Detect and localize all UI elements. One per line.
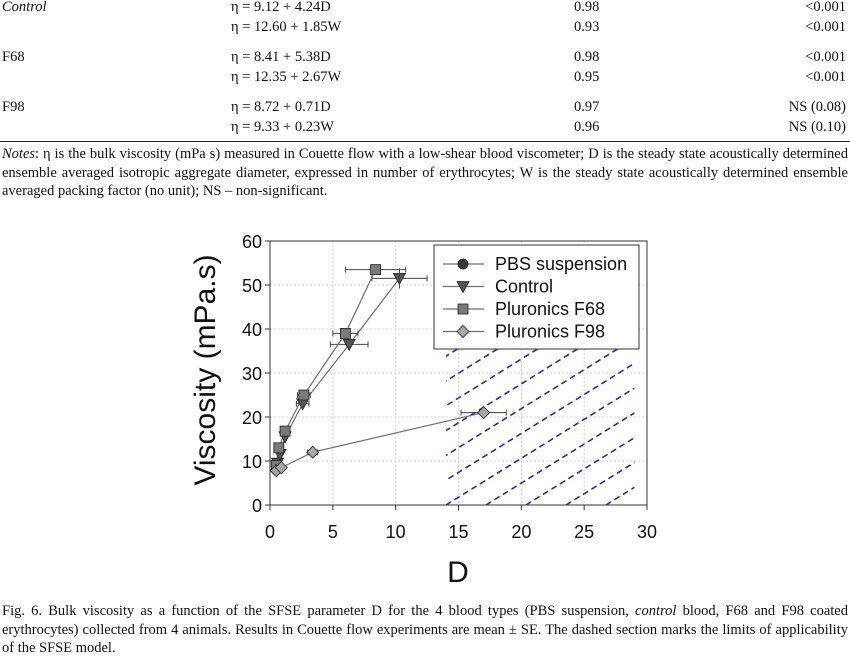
hatch-line [846,257,850,505]
legend-entry: PBS suspension [495,254,627,274]
row-r2: 0.93 [574,19,600,35]
table-row: η = 12.35 + 2.67W 0.95 <0.001 [0,66,850,88]
row-r2: 0.97 [574,99,600,115]
row-name: Control [2,0,47,15]
data-point [477,406,491,420]
table-bottom-rule [0,141,850,142]
row-p-value: <0.001 [805,69,846,85]
row-r2: 0.95 [574,69,600,85]
data-point [279,425,291,437]
row-p-value: <0.001 [805,19,846,35]
hatch-line [0,257,46,505]
row-r2: 0.96 [574,119,600,135]
viscosity-chart: 0 5 10 15 20 25 30 0 10 20 30 40 50 60 D Viscosity (mPa… [0,232,850,589]
hatch-line [686,257,850,505]
hatch-line [0,257,206,505]
legend-entry: Control [495,277,553,297]
row-r2: 0.98 [574,49,600,65]
table-row: F68 η = 8.41 + 5.38D 0.98 <0.001 [0,46,850,68]
caption-italic: control [635,603,677,619]
hatch-line [766,257,850,505]
data-point [370,264,381,276]
table-row: Control η = 9.12 + 4.24D 0.98 <0.001 [0,0,850,18]
data-point [273,442,285,454]
x-tick-label: 10 [386,522,406,542]
y-tick-label: 30 [242,364,262,384]
caption-tail: blood, F68 and F98 coated erythrocytes) … [2,603,848,656]
x-tick-label: 25 [574,522,594,542]
legend-entry: Pluronics F98 [495,322,605,342]
data-point [339,327,351,339]
row-equation: η = 8.41 + 5.38D [231,49,331,65]
hatch-line [445,362,635,482]
row-p-value: <0.001 [805,49,846,65]
x-tick-label: 0 [265,522,275,542]
legend-entry: Pluronics F68 [495,299,605,319]
legend-marker [456,281,470,294]
y-tick-label: 50 [242,276,262,296]
y-axis-title: Viscosity (mPa.s) [189,254,222,485]
row-equation: η = 12.35 + 2.67W [231,69,342,85]
x-tick-label: 5 [328,522,338,542]
row-p-value: <0.001 [805,0,846,15]
x-axis-title: D [447,556,469,589]
row-p-value: NS (0.10) [788,119,846,135]
data-point [342,338,356,352]
row-equation: η = 12.60 + 1.85W [231,19,342,35]
hatch-line [0,257,166,505]
x-tick-label: 30 [637,522,657,542]
y-tick-label: 20 [242,408,262,428]
data-point [298,389,310,401]
table-row: F98 η = 8.72 + 0.71D 0.97 NS (0.08) [0,96,850,118]
hatch-line [806,257,850,505]
y-tick-label: 40 [242,320,262,340]
notes-text: : η is the bulk viscosity (mPa s) measur… [2,146,848,199]
hatch-line [726,257,850,505]
table-row: η = 12.60 + 1.85W 0.93 <0.001 [0,16,850,38]
row-equation: η = 9.12 + 4.24D [231,0,331,15]
data-point [306,445,320,459]
row-equation: η = 8.72 + 0.71D [231,99,331,115]
hatch-line [0,257,126,505]
hatch-line [646,257,850,505]
legend-marker [457,303,469,315]
x-tick-label: 15 [448,522,468,542]
figure-caption: Fig. 6. Bulk viscosity as a function of … [2,602,848,658]
caption-lead: Fig. 6. Bulk viscosity as a function of … [2,603,636,619]
legend-marker [456,324,470,339]
notes-label: Notes [2,146,36,162]
hatch-line [445,337,635,457]
row-r2: 0.98 [574,0,600,15]
row-equation: η = 9.33 + 0.23W [231,119,334,135]
legend-marker [457,258,469,270]
y-tick-label: 60 [242,232,262,252]
x-tick-label: 20 [511,522,531,542]
table-notes: Notes: η is the bulk viscosity (mPa s) m… [2,145,848,201]
row-name: F68 [2,49,25,65]
hatch-line [445,312,635,432]
row-p-value: NS (0.08) [788,99,846,115]
y-tick-label: 0 [252,496,262,516]
row-name: F98 [2,99,25,115]
hatch-line [0,257,86,505]
y-tick-label: 10 [242,452,262,472]
table-row: η = 9.33 + 0.23W 0.96 NS (0.10) [0,116,850,138]
data-point [274,461,288,475]
